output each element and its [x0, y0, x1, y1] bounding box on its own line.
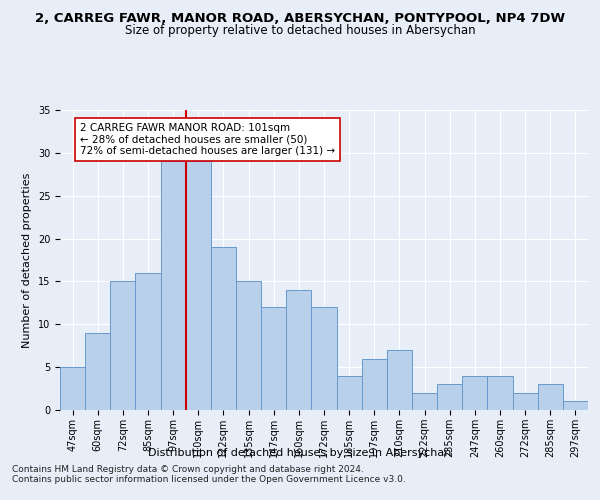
Bar — [362, 358, 387, 410]
Bar — [261, 307, 286, 410]
Bar — [563, 402, 588, 410]
Bar — [186, 162, 211, 410]
Text: 2 CARREG FAWR MANOR ROAD: 101sqm
← 28% of detached houses are smaller (50)
72% o: 2 CARREG FAWR MANOR ROAD: 101sqm ← 28% o… — [80, 123, 335, 156]
Bar — [60, 367, 85, 410]
Bar — [387, 350, 412, 410]
Bar — [437, 384, 462, 410]
Bar — [512, 393, 538, 410]
Bar — [286, 290, 311, 410]
Bar — [161, 162, 186, 410]
Bar — [236, 282, 261, 410]
Bar — [136, 273, 161, 410]
Bar — [110, 282, 136, 410]
Text: Distribution of detached houses by size in Abersychan: Distribution of detached houses by size … — [148, 448, 452, 458]
Bar — [311, 307, 337, 410]
Text: Contains HM Land Registry data © Crown copyright and database right 2024.: Contains HM Land Registry data © Crown c… — [12, 466, 364, 474]
Bar — [462, 376, 487, 410]
Bar — [337, 376, 362, 410]
Text: Size of property relative to detached houses in Abersychan: Size of property relative to detached ho… — [125, 24, 475, 37]
Text: Contains public sector information licensed under the Open Government Licence v3: Contains public sector information licen… — [12, 476, 406, 484]
Bar — [85, 333, 110, 410]
Bar — [538, 384, 563, 410]
Bar — [211, 247, 236, 410]
Y-axis label: Number of detached properties: Number of detached properties — [22, 172, 32, 348]
Bar — [487, 376, 512, 410]
Text: 2, CARREG FAWR, MANOR ROAD, ABERSYCHAN, PONTYPOOL, NP4 7DW: 2, CARREG FAWR, MANOR ROAD, ABERSYCHAN, … — [35, 12, 565, 26]
Bar — [412, 393, 437, 410]
